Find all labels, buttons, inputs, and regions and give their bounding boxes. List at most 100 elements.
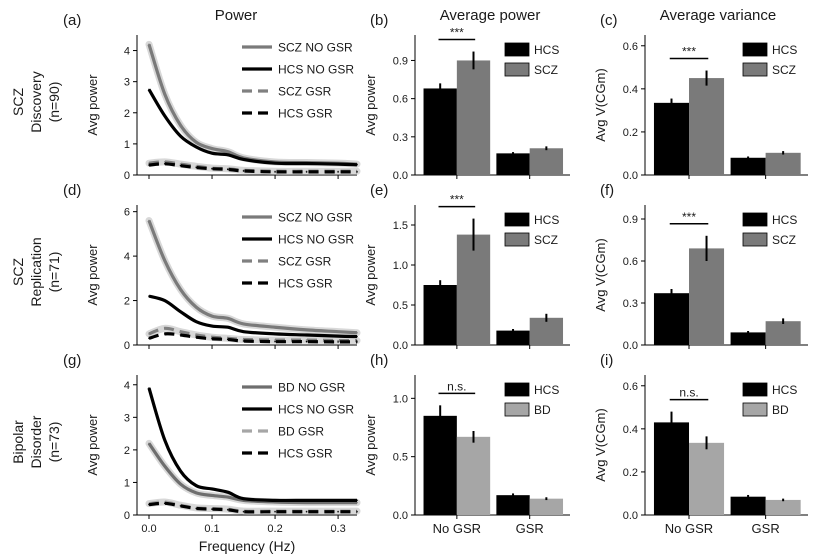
data-point <box>148 387 150 389</box>
panel-g: (g) 0 1 2 3 4 Avg power 0.0 0.1 0.2 0.3 Frequency (… <box>63 352 361 554</box>
data-point <box>195 141 198 144</box>
x-tick-label: 0.2 <box>267 523 282 535</box>
panel-label: (i) <box>600 352 613 369</box>
data-point <box>148 333 150 335</box>
data-point <box>211 488 213 490</box>
bar <box>653 422 690 515</box>
bar <box>529 498 564 515</box>
data-point <box>274 340 276 343</box>
row-label-line: SCZ <box>10 258 26 286</box>
row-label-scz-replication: SCZ Replication (n=71) <box>10 237 62 306</box>
x-tick-label: 0.1 <box>204 523 219 535</box>
x-tick-label: 0.3 <box>330 523 345 535</box>
data-point <box>226 326 229 329</box>
legend-label: HCS NO GSR <box>278 403 354 417</box>
y-tick-label: 1.5 <box>393 220 408 232</box>
y-tick-label: 4 <box>124 251 130 263</box>
data-point <box>163 299 166 302</box>
data-point <box>356 171 358 173</box>
data-point <box>226 168 229 171</box>
data-point <box>211 152 213 155</box>
x-tick-label: No GSR <box>433 521 481 536</box>
y-tick-label: 0.5 <box>393 300 408 312</box>
data-point <box>211 337 213 340</box>
data-point <box>274 339 276 341</box>
y-tick-label: 2 <box>124 296 130 308</box>
data-point <box>242 330 245 333</box>
data-point <box>226 150 229 153</box>
data-point <box>356 341 358 343</box>
y-tick-label: 0.2 <box>623 467 638 479</box>
data-point <box>179 483 182 485</box>
panel-label: (b) <box>370 12 388 29</box>
y-tick-label: 0.6 <box>623 256 638 268</box>
panel-c: (c) 0.0 0.2 0.4 0.6 Avg V(CGm) *** HCS SCZ <box>593 12 808 182</box>
data-point <box>226 338 229 341</box>
y-tick-label: 0.3 <box>393 132 408 144</box>
bar <box>730 332 766 345</box>
panel-e: (e) 0.0 0.5 1.0 1.5 Avg power *** HCS SCZ <box>363 182 570 352</box>
row-label-line: Replication <box>28 237 44 306</box>
y-tick-label: 0.5 <box>393 452 408 464</box>
data-point <box>305 339 308 341</box>
row-label-bipolar-disorder: Bipolar Disorder (n=73) <box>10 415 62 468</box>
data-point <box>226 491 229 494</box>
data-point <box>179 163 182 165</box>
data-point <box>274 162 276 164</box>
y-tick-label: 0 <box>124 170 130 182</box>
legend-swatch <box>742 42 768 57</box>
data-point <box>148 503 150 506</box>
data-point <box>274 171 276 173</box>
data-point <box>179 164 182 167</box>
y-axis-label: Avg V(CGm) <box>593 408 608 481</box>
y-tick-label: 0 <box>124 340 130 352</box>
y-tick-label: 3 <box>124 77 130 89</box>
data-point <box>163 502 166 505</box>
data-point <box>337 163 339 165</box>
legend-swatch <box>742 382 768 397</box>
data-point <box>179 505 182 507</box>
y-tick-label: 0.4 <box>623 84 638 96</box>
data-point <box>179 334 182 336</box>
data-point <box>242 338 245 341</box>
data-point <box>337 339 339 342</box>
data-point <box>274 333 276 335</box>
data-point <box>337 335 339 337</box>
bar <box>730 496 766 515</box>
data-point <box>305 340 308 343</box>
legend-label: SCZ <box>772 63 796 77</box>
legend-label: HCS <box>534 213 559 227</box>
data-point <box>305 499 308 502</box>
bar <box>456 234 491 345</box>
data-point <box>195 507 198 510</box>
y-tick-label: 0.0 <box>393 340 408 352</box>
data-point <box>148 442 150 445</box>
bar <box>423 285 457 345</box>
data-point <box>242 170 245 172</box>
data-point <box>242 510 245 513</box>
panel-a: (a) 0 1 2 3 4 Avg power SCZ NO GSR HCS NO GSR SCZ… <box>63 12 361 182</box>
panel-label: (c) <box>600 12 618 29</box>
panel-label: (f) <box>600 182 614 199</box>
data-point <box>211 147 213 150</box>
y-tick-label: 4 <box>124 46 130 58</box>
data-point <box>195 165 198 168</box>
y-tick-label: 0.6 <box>623 41 638 53</box>
y-tick-label: 0.0 <box>623 170 638 182</box>
legend-swatch <box>742 232 768 247</box>
legend-label: BD <box>534 403 551 417</box>
bar <box>496 495 530 515</box>
legend-swatch <box>504 42 530 57</box>
significance-label: *** <box>682 210 696 224</box>
data-point <box>242 323 245 325</box>
significance-label: n.s. <box>679 386 698 400</box>
data-point <box>163 259 166 262</box>
y-axis-label: Avg power <box>85 74 100 136</box>
data-point <box>305 329 308 331</box>
y-axis-label: Avg power <box>363 244 378 306</box>
y-tick-label: 0.9 <box>393 55 408 67</box>
row-label-line: Discovery <box>28 71 44 132</box>
data-point <box>211 167 213 170</box>
data-point <box>163 465 166 467</box>
data-point <box>242 340 245 342</box>
